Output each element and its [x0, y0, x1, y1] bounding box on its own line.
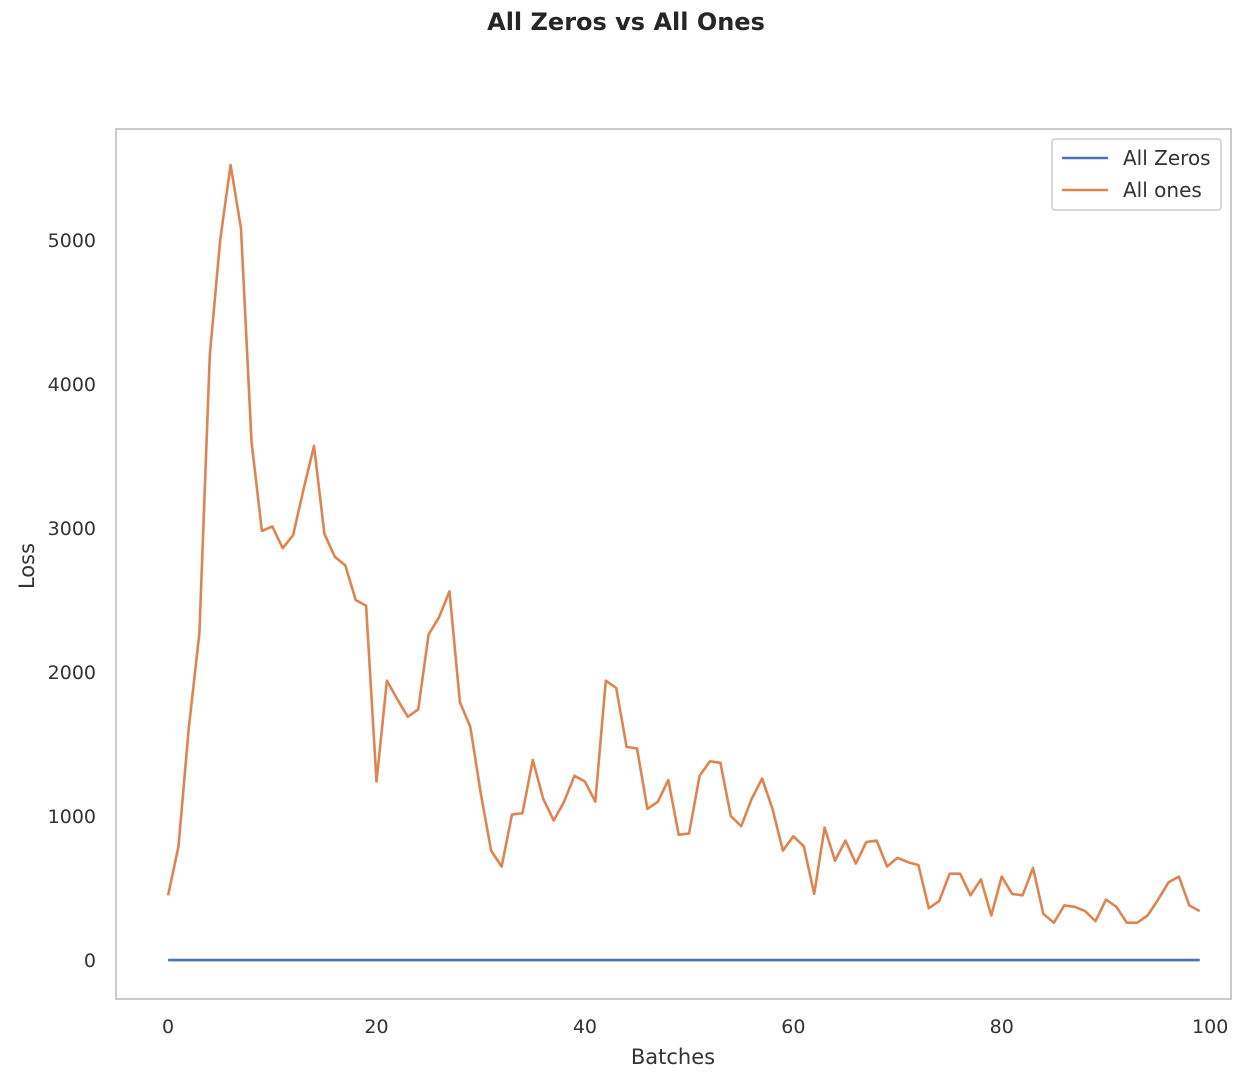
legend-label: All ones	[1123, 178, 1202, 202]
series-lines	[166, 163, 1201, 962]
y-tick-label: 1000	[48, 806, 96, 828]
x-tick-label: 100	[1192, 1016, 1228, 1038]
y-tick-label: 0	[84, 950, 96, 972]
legend: All Zeros All ones	[1051, 138, 1222, 211]
chart-title: All Zeros vs All Ones	[487, 8, 765, 36]
y-tick-label: 4000	[48, 374, 96, 396]
plot-area-frame	[115, 128, 1232, 1000]
x-tick-label: 60	[781, 1016, 805, 1038]
x-tick-label: 80	[990, 1016, 1014, 1038]
series-line-all-ones	[166, 163, 1201, 925]
y-axis-label: Loss	[15, 543, 39, 589]
x-tick-label: 40	[573, 1016, 597, 1038]
y-tick-label: 3000	[48, 518, 96, 540]
x-tick-label: 0	[162, 1016, 174, 1038]
x-axis-label: Batches	[631, 1045, 715, 1069]
x-axis-ticks: 0 20 40 60 80 100	[162, 1016, 1228, 1038]
y-axis-ticks: 0 1000 2000 3000 4000 5000	[48, 230, 96, 972]
x-tick-label: 20	[364, 1016, 388, 1038]
y-tick-label: 5000	[48, 230, 96, 252]
y-tick-label: 2000	[48, 662, 96, 684]
legend-label: All Zeros	[1123, 146, 1211, 170]
